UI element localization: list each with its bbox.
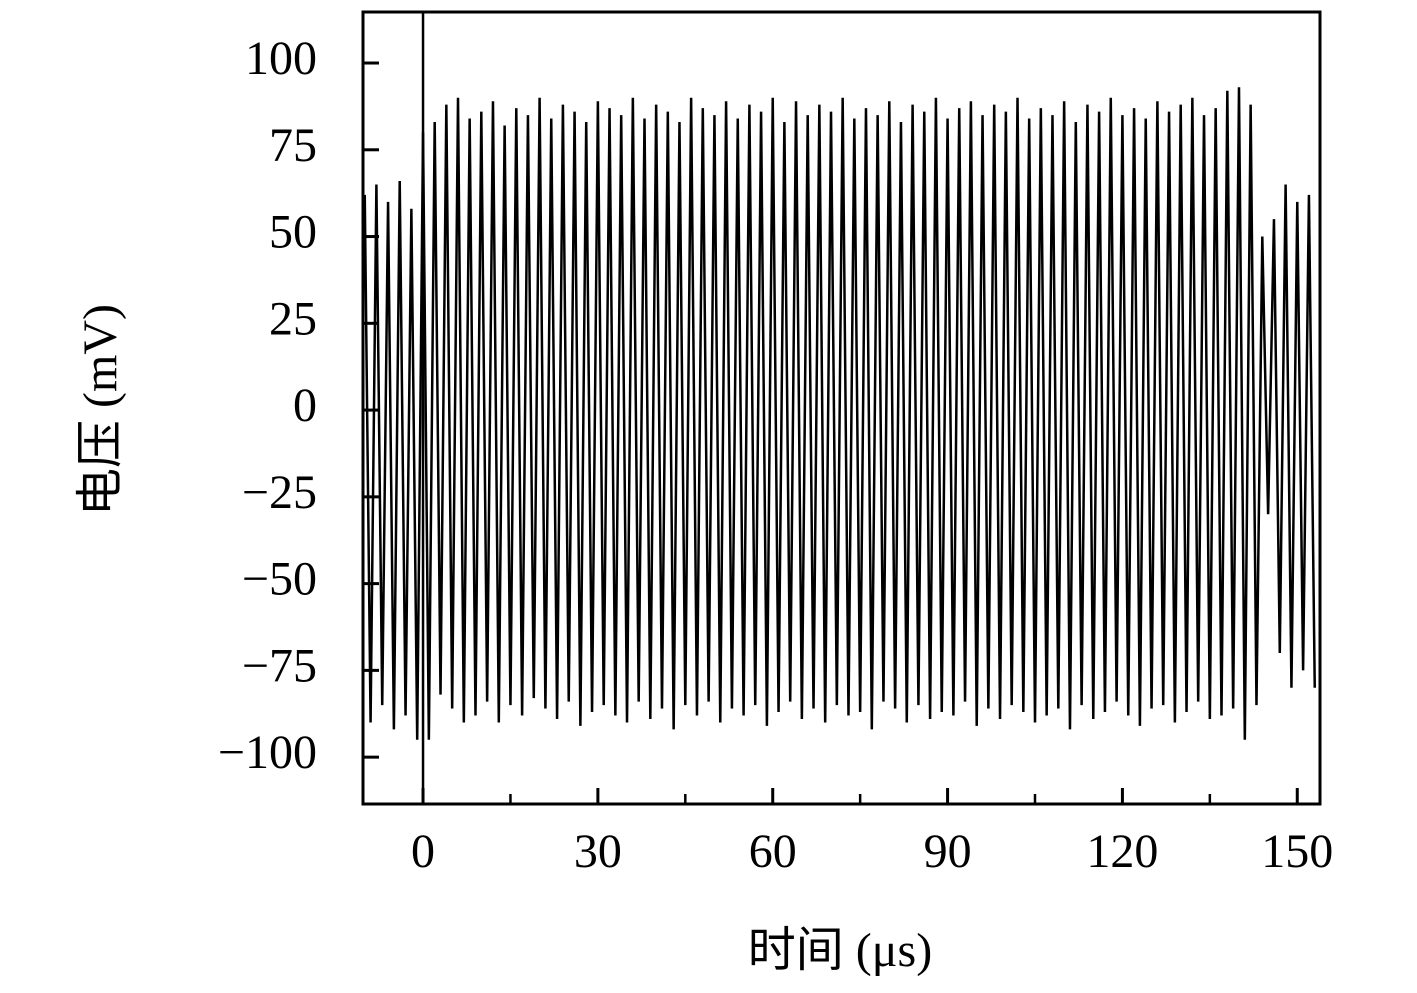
y-tick-label: 50: [269, 206, 317, 259]
y-tick-label: 100: [245, 32, 317, 85]
x-axis-label: 时间 (μs): [748, 924, 932, 977]
signal-line: [363, 87, 1316, 740]
y-axis-label: 电压 (mV): [74, 304, 127, 516]
y-tick-label: −50: [242, 553, 317, 606]
y-tick-label: −75: [242, 639, 317, 692]
y-tick-label: −100: [218, 726, 317, 779]
y-tick-label: 0: [293, 379, 317, 432]
x-tick-label: 30: [574, 825, 622, 878]
x-tick-label: 90: [924, 825, 972, 878]
y-tick-label: 25: [269, 292, 317, 345]
y-tick-label: −25: [242, 466, 317, 519]
x-tick-label: 0: [411, 825, 435, 878]
x-tick-label: 120: [1086, 825, 1158, 878]
y-tick-label: 75: [269, 119, 317, 172]
x-tick-label: 60: [749, 825, 797, 878]
plot-frame: [361, 10, 1322, 806]
x-tick-label: 150: [1261, 825, 1333, 878]
